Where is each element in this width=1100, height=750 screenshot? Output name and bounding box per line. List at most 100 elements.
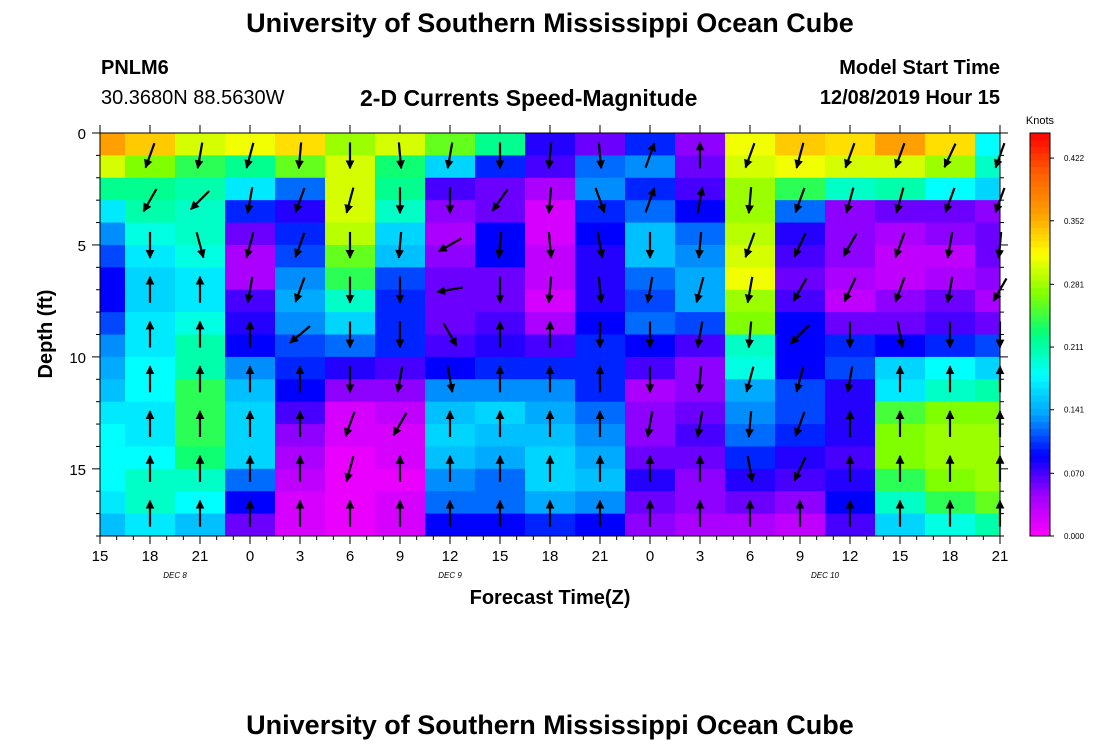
current-vector (794, 411, 806, 438)
heatmap-cell (875, 177, 926, 201)
heatmap-cell (100, 468, 126, 492)
heatmap-cell (425, 133, 476, 156)
model-start-time: 12/08/2019 Hour 15 (819, 87, 1000, 109)
current-vector (694, 276, 705, 304)
heatmap-cell (175, 200, 226, 224)
x-tick-label: 21 (992, 548, 1009, 565)
colorbar-segment (1030, 327, 1050, 335)
colorbar-segment (1030, 388, 1050, 396)
heatmap-cell (325, 424, 376, 447)
heatmap-cell (975, 312, 1001, 335)
heatmap-cell (100, 401, 126, 425)
colorbar-segment (1030, 515, 1050, 524)
heatmap-cell (425, 222, 476, 246)
speed-heatmap (100, 133, 1001, 537)
colorbar-segment (1030, 381, 1050, 389)
heatmap-cell (975, 334, 1001, 358)
current-vector (794, 187, 806, 214)
colorbar-segment (1030, 468, 1050, 477)
heatmap-cell (275, 267, 326, 291)
colorbar-segment (1030, 495, 1050, 503)
current-vector (195, 232, 206, 259)
current-vector (545, 276, 554, 304)
current-vector (894, 232, 906, 258)
current-vector (596, 276, 605, 304)
colorbar-segment (1030, 488, 1050, 497)
heatmap-cell (925, 222, 976, 246)
heatmap-cell (375, 401, 426, 425)
colorbar-segment (1030, 260, 1050, 268)
heatmap-cell (775, 334, 826, 358)
heatmap-cell (725, 379, 776, 403)
current-vector (695, 231, 704, 259)
heatmap-cell (575, 133, 626, 156)
heatmap-cell (100, 491, 126, 515)
colorbar-segment (1030, 247, 1050, 255)
current-vector (446, 366, 456, 393)
x-tick-label: 15 (92, 548, 109, 565)
current-vector (344, 411, 356, 438)
heatmap-cell (475, 177, 526, 201)
current-vector (694, 411, 704, 438)
current-vector (644, 276, 654, 304)
heatmap-cell (825, 222, 876, 246)
current-vector (744, 366, 755, 393)
heatmap-cell (225, 133, 276, 156)
heatmap-cell (625, 200, 676, 224)
current-vector (190, 190, 210, 211)
x-tick-label: 12 (442, 548, 459, 565)
x-axis: 15 18 21 0 3 6 9 12 15 18 21 0 3 6 9 12 15 18 21 DEC 8 DEC 9… (92, 125, 1009, 580)
colorbar-segment (1030, 522, 1050, 530)
heatmap-cell (925, 267, 976, 291)
x-tick-label: 21 (592, 548, 609, 565)
colorbar-segment (1030, 462, 1050, 470)
colorbar-segment (1030, 300, 1050, 309)
colorbar-segment (1030, 200, 1050, 208)
heatmap-cell (775, 401, 826, 425)
heatmap-cell (425, 267, 476, 291)
heatmap-cell (775, 379, 826, 403)
colorbar-segment (1030, 321, 1050, 329)
current-vector (896, 321, 906, 349)
colorbar-segment (1030, 441, 1050, 450)
heatmap-cell (875, 289, 926, 313)
current-vector (395, 231, 404, 259)
station-coords: 30.3680N 88.5630W (101, 87, 285, 109)
heatmap-cell (775, 267, 826, 291)
current-vector (394, 366, 404, 393)
current-vector (745, 411, 754, 438)
top-title: University of Southern Mississippi Ocean… (246, 8, 854, 38)
current-vector (545, 142, 554, 170)
heatmap-cell (325, 177, 376, 201)
heatmap-cell (675, 289, 726, 313)
x-tick-label: 18 (142, 548, 159, 565)
current-vector (943, 143, 957, 168)
heatmap-cell (975, 289, 1001, 313)
heatmap-cell (100, 155, 126, 179)
heatmap-cell (725, 244, 776, 268)
colorbar-segment (1030, 394, 1050, 403)
heatmap-cell (275, 244, 326, 268)
current-vector (194, 142, 204, 170)
current-vector (792, 277, 808, 302)
colorbar-segment (1030, 280, 1050, 288)
heatmap-cell (975, 133, 1001, 156)
current-vector (491, 188, 509, 212)
y-axis: 0 5 10 15 (69, 126, 1008, 537)
x-tick-label: 18 (542, 548, 559, 565)
heatmap-cell (775, 155, 826, 179)
current-vector (545, 187, 554, 214)
current-vector (744, 276, 754, 304)
heatmap-cell (125, 133, 176, 156)
heatmap-cell (975, 222, 1001, 246)
current-vector (295, 142, 304, 170)
heatmap-cell (100, 177, 126, 201)
y-tick-label: 5 (78, 238, 86, 255)
heatmap-cell (675, 200, 726, 224)
current-vector (596, 142, 605, 170)
current-vector (790, 324, 810, 345)
heatmap-cell (675, 312, 726, 335)
heatmap-cell (425, 312, 476, 335)
x-tick-label: 18 (942, 548, 959, 565)
heatmap-cell (275, 312, 326, 335)
